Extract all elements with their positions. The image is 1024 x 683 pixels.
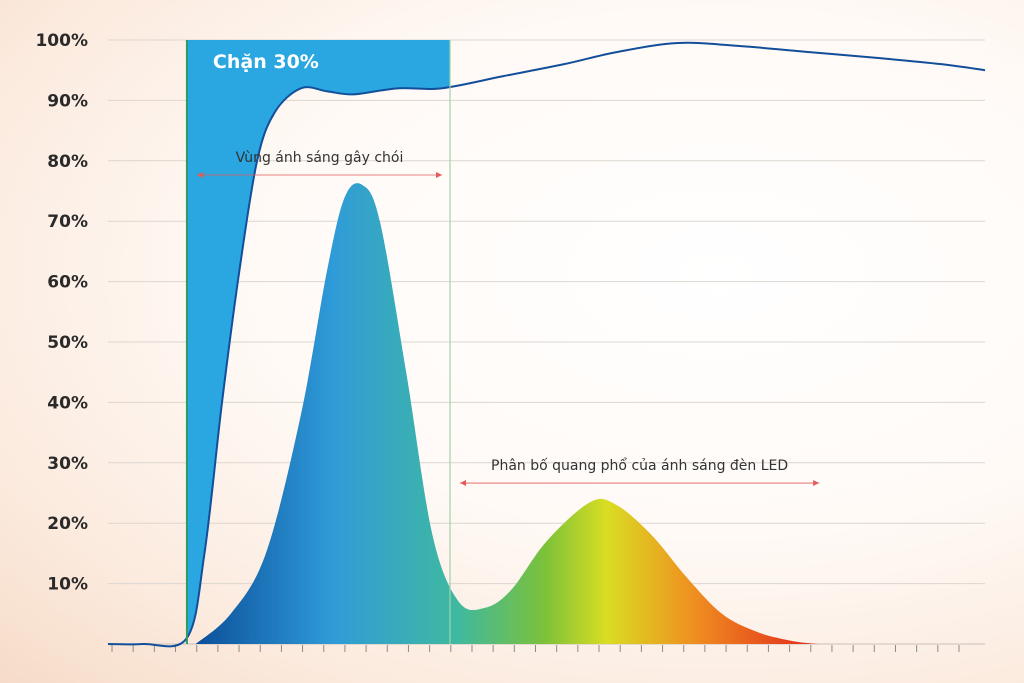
y-tick-label: 90% [47, 91, 88, 111]
led-spectrum [195, 183, 819, 644]
annotation-text: Phân bố quang phổ của ánh sáng đèn LED [491, 457, 788, 474]
y-tick-label: 80% [47, 152, 88, 172]
y-axis: 10% 20% 30% 40% 50% 60% 70% 80% 90% 100% [35, 31, 88, 595]
annotation-arrow-head-right [813, 480, 820, 487]
blocked-area [186, 40, 451, 638]
y-tick-label: 70% [47, 212, 88, 232]
annotation-text: Vùng ánh sáng gây chói [236, 150, 404, 166]
blocked-region [186, 40, 451, 638]
annotation-arrow-head-left [460, 480, 467, 487]
transmission-curve [107, 41, 986, 648]
annotation-arrow-head-right [436, 172, 443, 178]
blocked-label: Chặn 30% [213, 51, 319, 73]
y-tick-label: 60% [47, 273, 88, 293]
y-tick-label: 40% [47, 393, 88, 413]
y-tick-label: 50% [47, 333, 88, 353]
y-tick-label: 100% [35, 31, 88, 51]
x-axis [108, 643, 985, 652]
y-tick-label: 20% [47, 514, 88, 534]
led-spectrum-area [195, 183, 819, 644]
gridlines [108, 39, 985, 585]
annotation-arrow-head-left [196, 172, 203, 178]
annotations: Vùng ánh sáng gây chói Phân bố quang phổ … [196, 150, 820, 487]
y-tick-label: 30% [47, 454, 88, 474]
y-tick-label: 10% [47, 575, 88, 595]
region-dividers [185, 40, 451, 644]
transmission-curve-line [107, 41, 986, 648]
